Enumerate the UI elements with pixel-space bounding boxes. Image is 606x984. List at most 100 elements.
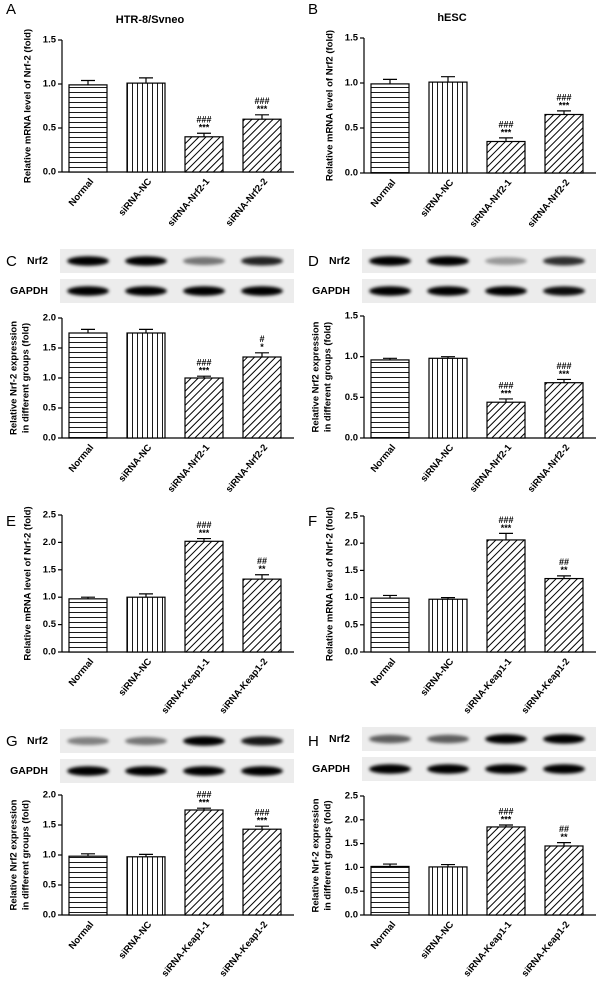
- y-tick-label: 2.0: [345, 538, 358, 549]
- blot-label: Nrf2: [329, 255, 350, 267]
- y-axis-label: Relative Nrf2 expression: [311, 321, 322, 432]
- error-bar: [139, 853, 153, 857]
- x-tick-label: siRNA-Keap1-1: [462, 656, 515, 716]
- significance-label: **: [560, 565, 568, 575]
- significance-label: ###: [196, 358, 211, 368]
- blot-band: [485, 734, 527, 744]
- error-bar: [383, 863, 397, 867]
- x-tick-label: siRNA-Nrf2-1: [468, 442, 515, 495]
- significance-label: #: [259, 334, 264, 344]
- significance-label: ***: [199, 123, 210, 133]
- blot-band: [369, 286, 411, 296]
- bar: [370, 83, 410, 174]
- error-bar: [557, 575, 571, 579]
- bar: [544, 382, 584, 439]
- blot-band: [125, 766, 167, 776]
- error-bar: [197, 537, 211, 542]
- x-tick-label: siRNA-Keap1-2: [520, 656, 573, 716]
- error-bar: [383, 78, 397, 84]
- error-bar: [197, 807, 211, 810]
- error-bar: [557, 842, 571, 846]
- y-tick-label: 1.5: [43, 35, 57, 46]
- significance-label: ***: [199, 366, 210, 376]
- y-tick-label: 1.5: [345, 311, 359, 322]
- significance-label: ***: [501, 814, 512, 824]
- significance-label: ##: [257, 556, 267, 566]
- bar: [370, 865, 410, 916]
- blot-band: [183, 256, 225, 266]
- x-tick-label: siRNA-NC: [117, 656, 155, 698]
- x-tick-label: siRNA-Nrf2-2: [526, 442, 572, 494]
- y-tick-label: 2.5: [43, 510, 57, 521]
- error-bar: [255, 574, 269, 580]
- y-tick-label: 2.5: [345, 791, 359, 802]
- blot-band: [67, 256, 109, 266]
- y-tick-label: 2.0: [345, 814, 358, 825]
- significance-label: ***: [257, 104, 268, 114]
- bar: [544, 845, 584, 916]
- x-tick-label: siRNA-Keap1-2: [520, 919, 573, 979]
- x-tick-label: siRNA-Nrf2-2: [224, 442, 270, 494]
- blot-band: [241, 286, 283, 296]
- bar: [486, 401, 526, 439]
- blot-band: [543, 764, 585, 774]
- x-tick-label: Normal: [67, 176, 96, 208]
- y-tick-label: 1.5: [345, 838, 359, 849]
- error-bar: [499, 532, 513, 540]
- significance-label: ###: [196, 790, 211, 800]
- blot-band: [485, 257, 527, 265]
- chart-title: HTR-8/Svneo: [116, 14, 185, 26]
- x-tick-label: siRNA-NC: [117, 176, 155, 218]
- x-tick-label: siRNA-NC: [419, 442, 457, 484]
- x-tick-label: siRNA-NC: [117, 919, 155, 961]
- y-tick-label: 0.0: [43, 433, 56, 444]
- y-axis-label: in different groups (fold): [21, 323, 32, 433]
- blot-band: [543, 286, 585, 296]
- bar: [370, 359, 410, 439]
- x-tick-label: siRNA-NC: [419, 177, 457, 219]
- y-tick-label: 1.5: [345, 565, 359, 576]
- blot-band: [67, 736, 109, 746]
- blot-band: [67, 766, 109, 776]
- significance-label: ***: [199, 798, 210, 808]
- y-tick-label: 0.0: [345, 168, 358, 179]
- y-axis-label: Relative mRNA level of Nrf2 (fold): [325, 30, 336, 181]
- bar: [184, 809, 224, 916]
- y-tick-label: 0.5: [43, 403, 57, 414]
- y-axis-label: Relative mRNA level of Nrf-2 (fold): [23, 29, 34, 183]
- error-bar: [197, 132, 211, 137]
- panel-letter: E: [6, 513, 16, 530]
- bar: [68, 332, 108, 439]
- blot-band: [543, 256, 585, 266]
- significance-label: ###: [498, 380, 513, 390]
- blot-band: [125, 256, 167, 266]
- blot-label: Nrf2: [27, 255, 48, 267]
- y-tick-label: 0.0: [43, 647, 56, 658]
- x-tick-label: Normal: [369, 919, 398, 951]
- chart-title: hESC: [437, 12, 466, 24]
- x-tick-label: Normal: [67, 442, 96, 474]
- y-tick-label: 1.0: [43, 79, 56, 90]
- blot-band: [241, 736, 283, 746]
- x-tick-label: siRNA-Nrf2-1: [468, 177, 515, 230]
- y-tick-label: 1.0: [345, 351, 358, 362]
- y-tick-label: 1.5: [345, 33, 359, 44]
- significance-label: ###: [556, 92, 571, 102]
- x-tick-label: Normal: [67, 919, 96, 951]
- significance-label: ***: [501, 127, 512, 137]
- blot-band: [183, 766, 225, 776]
- error-bar: [383, 357, 397, 360]
- significance-label: ###: [498, 515, 513, 525]
- significance-label: ##: [559, 557, 569, 567]
- significance-label: ***: [559, 369, 570, 379]
- significance-label: ##: [559, 824, 569, 834]
- x-tick-label: siRNA-Nrf2-1: [166, 176, 213, 229]
- blot-band: [183, 736, 225, 746]
- blot-label: Nrf2: [329, 733, 350, 745]
- error-bar: [255, 352, 269, 357]
- blot-band: [543, 734, 585, 744]
- x-tick-label: siRNA-Keap1-2: [218, 919, 271, 979]
- y-axis-label: Relative mRNA level of Nrf-2 (fold): [325, 507, 336, 661]
- error-bar: [383, 594, 397, 599]
- bar: [68, 84, 108, 173]
